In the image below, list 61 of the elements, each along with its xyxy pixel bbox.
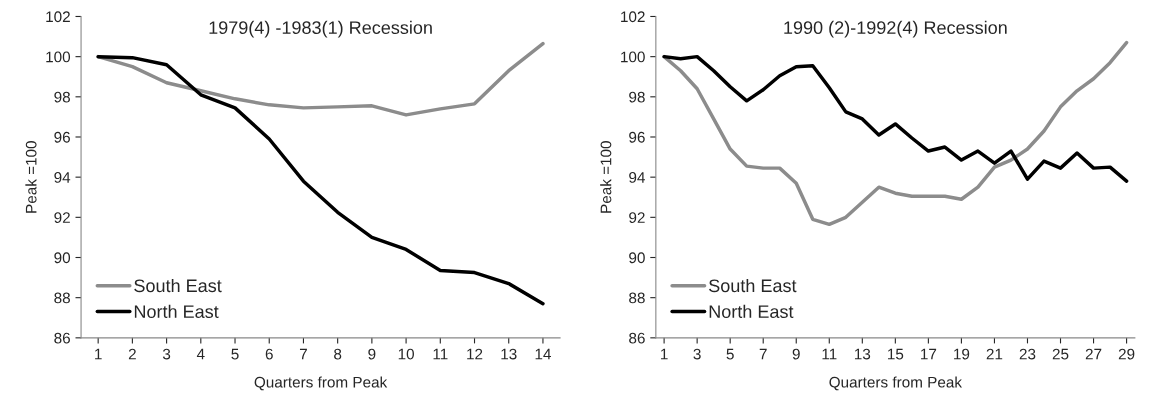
x-tick-label: 7 (299, 348, 307, 360)
y-tick-label: 98 (629, 91, 645, 103)
x-tick-label: 9 (792, 348, 800, 360)
line-series (662, 40, 1129, 227)
x-tick-label: 19 (954, 348, 970, 360)
line-series (662, 54, 1129, 183)
legend-label: North East (709, 304, 794, 319)
x-tick-label: 11 (822, 348, 837, 360)
line-series (96, 54, 545, 306)
x-tick-label: 13 (854, 348, 871, 360)
y-tick-label: 86 (54, 332, 70, 344)
x-tick-label: 29 (1118, 348, 1135, 360)
y-tick-label: 96 (629, 131, 645, 143)
y-tick-label: 92 (54, 212, 70, 224)
y-tick-label: 102 (621, 11, 645, 23)
x-axis-title: Quarters from Peak (829, 376, 963, 391)
x-tick-label: 11 (433, 348, 448, 360)
y-tick-label: 98 (54, 91, 70, 103)
x-tick-label: 4 (196, 348, 205, 360)
y-tick-label: 88 (629, 292, 645, 304)
x-tick-label: 10 (398, 348, 414, 360)
y-tick-label: 86 (629, 332, 645, 344)
x-tick-label: 17 (921, 348, 937, 360)
x-tick-label: 7 (759, 348, 767, 360)
y-tick-label: 90 (54, 252, 71, 264)
x-tick-label: 9 (368, 348, 376, 360)
y-tick-label: 100 (621, 51, 645, 63)
x-tick-label: 2 (128, 348, 136, 360)
y-axis-title: Peak =100 (25, 141, 37, 213)
line-series (96, 41, 545, 117)
x-tick-label: 12 (467, 348, 483, 360)
x-tick-label: 14 (535, 348, 551, 360)
y-tick-label: 88 (54, 292, 70, 304)
y-tick-label: 92 (629, 212, 645, 224)
x-tick-label: 13 (501, 348, 517, 360)
x-tick-label: 5 (231, 348, 239, 360)
y-axis-title: Peak =100 (600, 141, 612, 213)
legend-label: North East (134, 304, 219, 319)
x-tick-label: 27 (1085, 348, 1102, 360)
x-tick-label: 1 (95, 348, 102, 360)
x-tick-label: 1 (661, 348, 668, 360)
x-tick-label: 6 (265, 348, 273, 360)
y-tick-label: 94 (54, 172, 71, 183)
y-tick-label: 94 (629, 172, 645, 183)
x-axis-title: Quarters from Peak (254, 376, 388, 391)
y-tick-label: 100 (46, 51, 71, 63)
y-tick-label: 90 (629, 252, 645, 264)
y-tick-label: 96 (54, 131, 70, 143)
y-tick-label: 102 (46, 11, 70, 23)
x-tick-label: 5 (726, 348, 734, 360)
x-tick-label: 23 (1019, 348, 1036, 360)
chart-title: 1990 (2)-1992(4) Recession (784, 20, 1007, 38)
chart-title: 1979(4) -1983(1) Recession (209, 20, 432, 38)
x-tick-label: 15 (888, 348, 904, 360)
x-tick-label: 3 (693, 348, 701, 360)
x-tick-label: 8 (334, 348, 342, 360)
x-tick-label: 25 (1052, 348, 1069, 360)
legend-label: South East (134, 278, 222, 293)
x-tick-label: 3 (162, 348, 171, 360)
legend-label: South East (709, 278, 797, 293)
x-tick-label: 21 (986, 348, 1003, 360)
